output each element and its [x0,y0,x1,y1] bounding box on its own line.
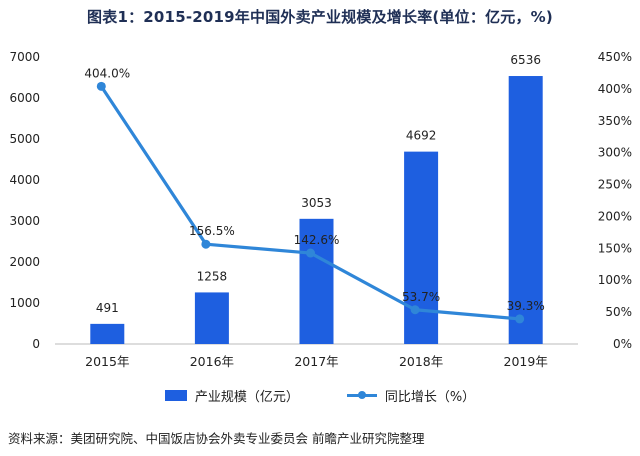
combo-chart: 0 1000 2000 3000 4000 5000 6000 7000 0% 50% 100% 1… [9,50,632,369]
right-tick-label: 450% [598,50,632,64]
line-point [306,248,315,258]
bar-value-label: 3053 [301,196,332,210]
right-tick-label: 250% [598,178,632,192]
bar [90,323,125,344]
right-tick-label: 350% [598,114,632,128]
legend-bar-label: 产业规模（亿元） [194,389,299,405]
line-labels: 404.0% 156.5% 142.6% 53.7% 39.3% [84,66,544,313]
bar-series [90,76,543,345]
bar-value-label: 6536 [510,53,541,67]
legend-line-swatch [346,390,377,401]
right-tick-label: 100% [598,273,632,287]
legend-bar-swatch [164,389,187,401]
bar [194,292,229,344]
line-point [410,305,420,315]
x-tick-label: 2018年 [399,354,443,369]
left-tick-label: 1000 [9,296,40,310]
line-value-label: 142.6% [294,233,340,247]
right-tick-label: 0% [613,337,632,351]
x-tick-label: 2017年 [294,354,338,369]
bar-value-label: 4692 [406,129,437,143]
bar [299,218,334,344]
legend-line-label: 同比增长（%） [384,389,476,405]
left-tick-label: 3000 [9,214,40,228]
left-tick-label: 0 [32,337,40,351]
legend-item-line: 同比增长（%） [346,386,476,405]
right-tick-label: 150% [598,241,632,255]
bar-value-label: 491 [96,301,119,315]
left-tick-label: 7000 [9,50,40,64]
line-value-label: 39.3% [507,299,545,313]
x-tick-label: 2015年 [85,354,129,369]
source-note: 资料来源：美团研究院、中国饭店协会外卖专业委员会 前瞻产业研究院整理 [8,431,425,446]
line-point [515,314,525,324]
right-tick-label: 400% [598,82,632,96]
left-tick-label: 2000 [9,255,40,269]
line-value-label: 53.7% [402,290,440,304]
bar [508,76,543,345]
x-tick-label: 2016年 [190,354,234,369]
legend: 产业规模（亿元） 同比增长（%） [0,384,640,406]
x-tick-label: 2019年 [504,354,548,369]
right-tick-label: 300% [598,146,632,160]
line-point [96,81,106,91]
bar-labels: 491 1258 3053 4692 6536 [96,53,541,315]
line-point [201,239,211,249]
left-tick-label: 4000 [9,173,40,187]
left-tick-label: 6000 [9,91,40,105]
left-axis: 0 1000 2000 3000 4000 5000 6000 7000 [9,50,40,351]
line-series [96,81,525,324]
legend-item-bar: 产业规模（亿元） [164,386,299,405]
line-value-label: 404.0% [84,66,130,80]
bar [404,151,439,344]
x-axis: 2015年 2016年 2017年 2018年 2019年 [85,354,548,369]
right-tick-label: 50% [605,305,632,319]
right-tick-label: 200% [598,209,632,223]
chart-title: 图表1：2015-2019年中国外卖产业规模及增长率(单位：亿元，%) [87,8,553,26]
bar-value-label: 1258 [197,269,228,283]
right-axis: 0% 50% 100% 150% 200% 250% 300% 350% 400% 450% [598,50,632,351]
left-tick-label: 5000 [9,132,40,146]
line-value-label: 156.5% [189,224,235,238]
